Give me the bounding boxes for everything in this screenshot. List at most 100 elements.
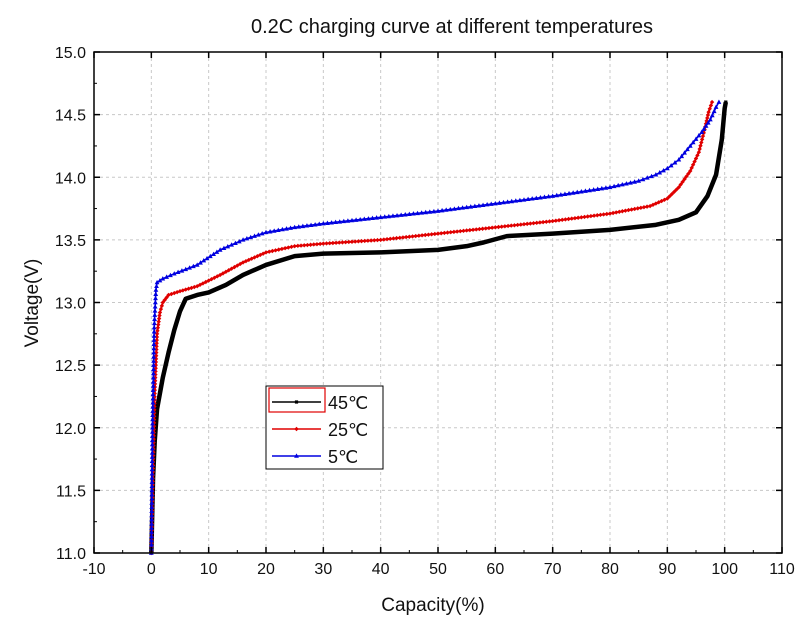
data-point bbox=[705, 120, 711, 125]
data-point bbox=[149, 437, 155, 443]
data-point bbox=[207, 253, 213, 259]
data-point bbox=[149, 487, 155, 493]
data-point bbox=[615, 182, 621, 188]
data-point bbox=[337, 219, 343, 224]
data-point bbox=[705, 115, 710, 121]
data-point bbox=[279, 226, 285, 232]
data-point bbox=[152, 299, 158, 305]
data-point bbox=[499, 224, 504, 229]
data-point bbox=[502, 224, 508, 229]
data-point bbox=[308, 242, 313, 247]
data-point bbox=[693, 156, 699, 161]
data-point bbox=[656, 200, 661, 205]
data-point bbox=[674, 187, 679, 192]
data-point bbox=[150, 412, 156, 418]
data-point bbox=[150, 408, 156, 413]
data-point bbox=[497, 200, 502, 205]
data-point bbox=[709, 99, 715, 105]
data-point bbox=[349, 217, 355, 223]
data-point bbox=[632, 179, 637, 184]
data-point bbox=[271, 228, 277, 233]
data-point bbox=[220, 271, 226, 276]
data-point bbox=[644, 175, 650, 180]
data-point bbox=[585, 214, 590, 219]
data-point bbox=[525, 196, 531, 202]
data-point bbox=[716, 99, 722, 104]
data-point bbox=[267, 229, 273, 234]
data-point bbox=[517, 197, 523, 203]
data-point bbox=[298, 243, 304, 248]
data-point bbox=[149, 454, 155, 459]
data-point bbox=[699, 129, 705, 134]
data-point bbox=[150, 375, 156, 380]
data-point bbox=[410, 234, 415, 239]
data-point bbox=[150, 416, 156, 422]
data-point bbox=[591, 213, 597, 218]
data-point bbox=[157, 277, 163, 283]
data-point bbox=[542, 194, 547, 199]
data-point bbox=[200, 292, 204, 296]
data-point bbox=[439, 207, 445, 213]
data-point bbox=[416, 233, 422, 238]
data-point bbox=[150, 400, 156, 405]
x-axis-title: Capacity(%) bbox=[381, 595, 484, 616]
data-point bbox=[149, 471, 155, 476]
data-point bbox=[151, 329, 157, 334]
data-point bbox=[617, 209, 622, 215]
data-point bbox=[236, 238, 242, 244]
series-1 bbox=[149, 99, 715, 556]
x-tick-label: 40 bbox=[372, 561, 390, 578]
data-point bbox=[190, 263, 196, 269]
data-point bbox=[382, 214, 388, 219]
data-point bbox=[314, 241, 320, 247]
data-point bbox=[311, 242, 316, 247]
data-point bbox=[229, 266, 234, 271]
data-point bbox=[534, 220, 539, 226]
data-point bbox=[153, 291, 159, 296]
data-point bbox=[153, 287, 159, 292]
y-tick-label: 14.5 bbox=[55, 108, 86, 125]
data-point bbox=[149, 496, 155, 501]
y-tick-label: 13.0 bbox=[55, 296, 86, 313]
data-point bbox=[402, 212, 408, 217]
data-point bbox=[601, 212, 606, 217]
data-point bbox=[566, 190, 572, 196]
data-point bbox=[696, 150, 702, 155]
data-point bbox=[152, 304, 158, 309]
data-point bbox=[698, 143, 703, 148]
grid-lines bbox=[93, 51, 783, 554]
data-point bbox=[699, 137, 705, 142]
data-point bbox=[636, 178, 642, 183]
data-point bbox=[324, 241, 329, 246]
data-point bbox=[296, 224, 302, 229]
data-point bbox=[341, 218, 347, 224]
legend-highlight bbox=[268, 387, 326, 413]
data-point bbox=[623, 208, 628, 213]
data-point bbox=[528, 221, 533, 226]
data-point bbox=[690, 162, 696, 167]
data-point bbox=[202, 291, 206, 296]
data-point bbox=[150, 383, 156, 388]
data-point bbox=[575, 215, 581, 220]
data-point bbox=[356, 239, 361, 244]
y-tick-label: 14.0 bbox=[55, 170, 86, 187]
data-point bbox=[333, 240, 339, 245]
data-point bbox=[701, 130, 706, 136]
data-point bbox=[155, 328, 160, 333]
data-point bbox=[150, 429, 155, 434]
data-point bbox=[156, 322, 161, 327]
data-point bbox=[661, 167, 666, 173]
data-point bbox=[286, 245, 291, 250]
data-point bbox=[711, 108, 717, 114]
data-point bbox=[149, 525, 154, 530]
data-point bbox=[362, 238, 367, 244]
data-point bbox=[390, 213, 396, 218]
data-point bbox=[152, 308, 158, 313]
data-point bbox=[151, 358, 157, 363]
data-point bbox=[610, 210, 616, 216]
data-point bbox=[151, 337, 157, 342]
x-tick-label: 60 bbox=[486, 561, 504, 578]
data-point bbox=[598, 212, 603, 218]
data-point bbox=[668, 162, 674, 168]
data-point bbox=[345, 218, 351, 223]
